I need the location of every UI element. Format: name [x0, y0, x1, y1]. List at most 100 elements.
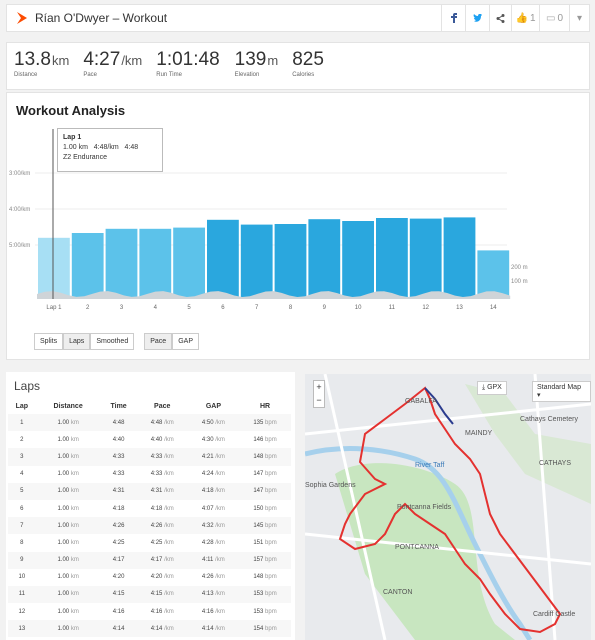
table-cell: 1.00 km: [57, 539, 79, 546]
x-tick-label: 8: [289, 305, 293, 311]
table-row[interactable]: 10 1.00 km 4:20 4:20 /km 4:26 /km 148 bpm: [8, 569, 291, 586]
table-cell: 154 bpm: [239, 620, 291, 638]
map-style-select[interactable]: Standard Map ▾: [532, 381, 591, 402]
lap-bar[interactable]: [409, 218, 442, 299]
x-tick-label: 14: [490, 305, 497, 311]
smoothed-toggle[interactable]: Smoothed: [90, 333, 135, 350]
table-cell: 5: [8, 482, 36, 500]
table-cell: 4:15 /km: [136, 585, 188, 604]
table-cell: 146 bpm: [253, 436, 277, 443]
stat-distance: 13.8km Distance: [14, 49, 70, 79]
pace-toggle[interactable]: Pace: [144, 333, 173, 350]
route-map[interactable]: + − ⤓ GPX Standard Map ▾ GABALFA MAINDY C…: [305, 374, 591, 640]
tooltip-time: 4:48: [124, 144, 139, 151]
more-actions-button[interactable]: ▾: [569, 5, 589, 31]
table-row[interactable]: 2 1.00 km 4:40 4:40 /km 4:30 /km 146 bpm: [8, 431, 291, 448]
table-row[interactable]: 4 1.00 km 4:33 4:33 /km 4:24 /km 147 bpm: [8, 466, 291, 483]
comment-button[interactable]: ▭ 0: [539, 5, 569, 31]
table-row[interactable]: 6 1.00 km 4:18 4:18 /km 4:07 /km 150 bpm: [8, 500, 291, 517]
table-cell: 13: [8, 620, 36, 638]
table-row[interactable]: 5 1.00 km 4:31 4:31 /km 4:18 /km 147 bpm: [8, 482, 291, 500]
map-label-cardiff-castle: Cardiff Castle: [533, 611, 576, 618]
table-row[interactable]: 11 1.00 km 4:15 4:15 /km 4:13 /km 153 bpm: [8, 585, 291, 604]
laps-toggle[interactable]: Laps: [63, 333, 91, 350]
comment-icon: ▭: [545, 12, 556, 24]
lap-bar[interactable]: [376, 218, 408, 299]
table-row[interactable]: 12 1.00 km 4:16 4:16 /km 4:16 /km 153 bpm: [8, 603, 291, 620]
table-cell: 4:18 /km: [150, 505, 174, 512]
table-cell: 4:48: [100, 414, 137, 432]
lap-bar[interactable]: [71, 233, 104, 299]
table-cell: 4:11 /km: [187, 551, 240, 569]
kudos-button[interactable]: 👍 1: [511, 5, 539, 31]
x-tick-label: 7: [255, 305, 259, 311]
pace-chart: 3:00/km 4:00/km 5:00/km 200 m 100 m Lap 1 2 3 4 5…: [9, 129, 528, 311]
analysis-title: Workout Analysis: [16, 103, 126, 118]
elevation-tick-label: 200 m: [511, 265, 528, 271]
lap-bar[interactable]: [38, 237, 70, 299]
lap-bar[interactable]: [240, 224, 273, 299]
lap-bar[interactable]: [443, 217, 476, 299]
table-cell: 4:17 /km: [136, 551, 188, 569]
table-cell: 10: [18, 574, 26, 581]
twitter-share-button[interactable]: [465, 5, 489, 31]
map-style-label: Standard Map: [537, 384, 581, 391]
table-cell: 4:16: [112, 608, 125, 615]
table-cell: 4:33: [112, 471, 125, 478]
table-cell: 151 bpm: [253, 539, 277, 546]
table-cell: 4:26 /km: [136, 517, 188, 535]
table-row[interactable]: 3 1.00 km 4:33 4:33 /km 4:21 /km 148 bpm: [8, 448, 291, 466]
lap-bar[interactable]: [477, 250, 510, 299]
table-cell: 1.00 km: [57, 471, 79, 478]
zoom-controls[interactable]: + −: [313, 380, 325, 408]
table-cell: 4:07 /km: [201, 505, 225, 512]
map-label-gabalfa: GABALFA: [405, 398, 437, 405]
x-tick-label: 12: [422, 305, 429, 311]
twitter-icon: [473, 13, 482, 22]
lap-bar[interactable]: [342, 221, 374, 299]
table-cell: 2: [20, 436, 24, 443]
table-cell: 1.00 km: [35, 585, 101, 604]
table-cell: 148 bpm: [239, 448, 291, 466]
table-cell: 11: [8, 585, 36, 604]
y-tick-label: 5:00/km: [9, 243, 30, 249]
lap-bar[interactable]: [173, 227, 205, 299]
kudos-count: 1: [529, 12, 536, 24]
table-cell: 147 bpm: [253, 471, 277, 478]
share-button[interactable]: [489, 5, 511, 31]
gpx-button[interactable]: ⤓ GPX: [477, 381, 507, 395]
chart-toggles: Splits Laps Smoothed Pace GAP: [34, 333, 199, 350]
table-row[interactable]: 13 1.00 km 4:14 4:14 /km 4:14 /km 154 bpm: [8, 620, 291, 638]
table-row[interactable]: 7 1.00 km 4:26 4:26 /km 4:32 /km 145 bpm: [8, 517, 291, 535]
x-tick-label: 9: [323, 305, 327, 311]
table-row[interactable]: 1 1.00 km 4:48 4:48 /km 4:50 /km 135 bpm: [8, 414, 291, 432]
table-cell: 1: [8, 414, 36, 432]
map-label-cathays: CATHAYS: [539, 460, 572, 467]
map-canvas[interactable]: [305, 374, 591, 640]
facebook-share-button[interactable]: [441, 5, 465, 31]
splits-toggle[interactable]: Splits: [34, 333, 64, 350]
laps-header-cell: Lap: [15, 402, 29, 410]
table-cell: 4:40 /km: [150, 436, 174, 443]
page-title: Rían O'Dwyer – Workout: [35, 11, 168, 25]
table-cell: 4:40: [112, 436, 125, 443]
table-cell: 135 bpm: [239, 414, 291, 432]
table-row[interactable]: 9 1.00 km 4:17 4:17 /km 4:11 /km 157 bpm: [8, 551, 291, 569]
lap-bar[interactable]: [139, 228, 172, 299]
table-row[interactable]: 8 1.00 km 4:25 4:25 /km 4:28 /km 151 bpm: [8, 534, 291, 551]
x-tick-label: 6: [221, 305, 225, 311]
lap-bar[interactable]: [105, 228, 138, 299]
lap-bar[interactable]: [207, 219, 239, 299]
table-cell: 4:24 /km: [201, 471, 225, 478]
table-cell: 4:16 /km: [150, 608, 174, 615]
laps-header-cell: Time: [110, 402, 127, 410]
thumbs-up-icon: 👍: [515, 12, 528, 24]
table-cell: 9: [8, 551, 36, 569]
lap-bar[interactable]: [308, 219, 341, 299]
summary-stats: 13.8km Distance 4:27/km Pace 1:01:48 Run…: [6, 42, 590, 90]
lap-bar[interactable]: [274, 224, 307, 299]
table-cell: 4:16 /km: [201, 608, 225, 615]
gap-toggle[interactable]: GAP: [172, 333, 199, 350]
table-cell: 4:32 /km: [187, 517, 240, 535]
map-label-sophia-gardens: Sophia Gardens: [305, 482, 356, 489]
